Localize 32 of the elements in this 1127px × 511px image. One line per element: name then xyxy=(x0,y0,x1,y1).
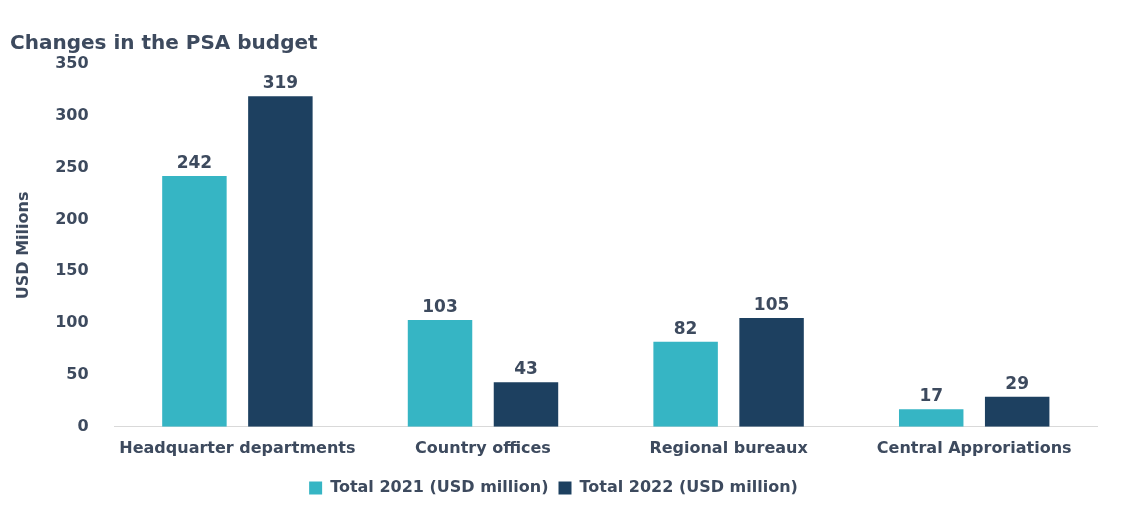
data-label: 103 xyxy=(422,295,458,316)
y-tick-label: 250 xyxy=(55,156,89,176)
y-tick-label: 50 xyxy=(66,364,89,384)
y-tick-label: 0 xyxy=(77,415,89,435)
data-label: 17 xyxy=(919,385,944,406)
bar xyxy=(898,409,964,427)
chart-title: Changes in the PSA budget xyxy=(10,30,319,55)
data-label: 319 xyxy=(262,72,299,93)
x-tick-label: Regional bureaux xyxy=(649,437,809,457)
y-axis-title: USD Milions xyxy=(12,191,32,300)
y-tick-label: 350 xyxy=(55,53,89,73)
bar xyxy=(739,317,804,427)
bar xyxy=(984,396,1050,427)
data-label: 105 xyxy=(753,293,790,314)
bar xyxy=(653,341,718,427)
y-tick-label: 100 xyxy=(55,312,89,332)
x-tick-label: Country offices xyxy=(415,437,551,457)
bar xyxy=(493,382,559,427)
bar xyxy=(162,175,227,427)
y-tick-label: 200 xyxy=(55,208,89,228)
bar xyxy=(248,96,313,427)
x-tick-label: Headquarter departments xyxy=(119,437,356,457)
y-tick-label: 300 xyxy=(55,104,89,124)
x-tick-label: Central Approriations xyxy=(876,437,1072,457)
data-label: 242 xyxy=(176,151,213,172)
data-label: 43 xyxy=(514,358,538,379)
data-label: 82 xyxy=(673,317,698,338)
legend-label: Total 2021 (USD million) xyxy=(330,477,549,497)
data-label: 29 xyxy=(1005,372,1030,393)
y-tick-label: 150 xyxy=(55,260,89,280)
legend-label: Total 2022 (USD million) xyxy=(579,477,798,497)
bar xyxy=(407,320,473,427)
